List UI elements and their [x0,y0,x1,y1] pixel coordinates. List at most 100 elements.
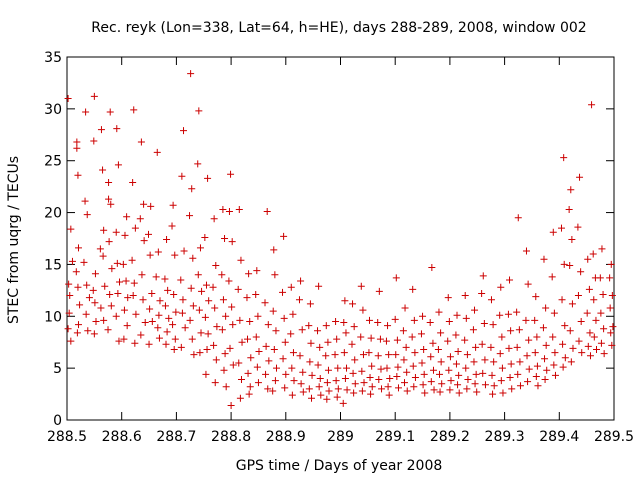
data-point [317,391,325,399]
data-point [606,304,614,312]
data-point [365,349,373,357]
y-tick-label: 10 [44,309,62,325]
data-point [470,358,478,366]
data-point [606,274,614,282]
data-point [487,343,495,351]
data-point [252,333,260,341]
data-point [359,306,367,314]
data-point [480,320,488,328]
data-point [212,356,220,364]
data-point [195,107,203,115]
data-point [411,349,419,357]
data-point [114,289,122,297]
data-point [399,327,407,335]
data-point [92,317,100,325]
data-point [282,370,290,378]
data-point [287,330,295,338]
data-point [462,364,470,372]
data-point [341,297,349,305]
data-point [236,316,244,324]
data-point [132,310,140,318]
x-tick-label: 289.2 [430,429,470,445]
data-point [145,340,153,348]
data-point [454,381,462,389]
data-point [180,127,188,135]
data-point [403,387,411,395]
data-point [550,361,558,369]
data-point [455,371,463,379]
data-point [229,361,237,369]
data-point [130,106,138,114]
y-tick-label: 0 [53,413,62,429]
data-point [189,254,197,262]
y-tick-label: 20 [44,206,62,222]
data-point [523,352,531,360]
data-point [551,349,559,357]
data-point [140,200,148,208]
data-point [531,316,539,324]
data-point [146,251,154,259]
data-point [497,283,505,291]
data-point [307,339,315,347]
data-point [478,340,486,348]
data-point [136,215,144,223]
data-point [385,391,393,399]
data-point [236,394,244,402]
data-point [607,329,615,337]
data-point [584,255,592,263]
data-point [514,370,522,378]
data-point [461,336,469,344]
data-point [147,202,155,210]
data-point [400,379,408,387]
data-point [180,247,188,255]
x-tick-label: 288.9 [266,429,306,445]
data-point [417,330,425,338]
data-point [455,389,463,397]
data-point [539,324,547,332]
x-axis-label: GPS time / Days of year 2008 [236,458,443,474]
data-point [273,364,281,372]
data-point [246,317,254,325]
data-point [177,343,185,351]
data-point [279,288,287,296]
data-point [237,256,245,264]
data-point [211,304,219,312]
data-point [73,329,81,337]
data-point [578,349,586,357]
data-point [186,212,194,220]
data-point [489,321,497,329]
data-point [559,340,567,348]
data-point [600,350,608,358]
data-point [172,308,180,316]
data-point [421,389,429,397]
data-point [505,344,513,352]
data-point [122,277,130,285]
data-point [187,70,195,78]
data-point [137,138,145,146]
data-point [113,259,121,267]
data-point [542,304,550,312]
data-point [461,292,469,300]
data-point [269,307,277,315]
x-tick-label: 289.5 [594,429,634,445]
data-point [72,268,80,276]
data-point [410,316,418,324]
data-point [348,340,356,348]
data-point [201,313,209,321]
data-point [561,322,569,330]
data-point [107,200,115,208]
data-point [169,321,177,329]
data-point [340,349,348,357]
data-point [288,364,296,372]
data-point [481,381,489,389]
data-point [227,401,235,409]
data-point [80,258,88,266]
data-point [105,238,113,246]
data-point [305,385,313,393]
data-point [445,317,453,325]
data-point [296,352,304,360]
chart-title: Rec. reyk (Lon=338, Lat=64, h=HE), days … [91,20,586,36]
data-point [600,325,608,333]
data-point [350,389,358,397]
data-point [219,296,227,304]
